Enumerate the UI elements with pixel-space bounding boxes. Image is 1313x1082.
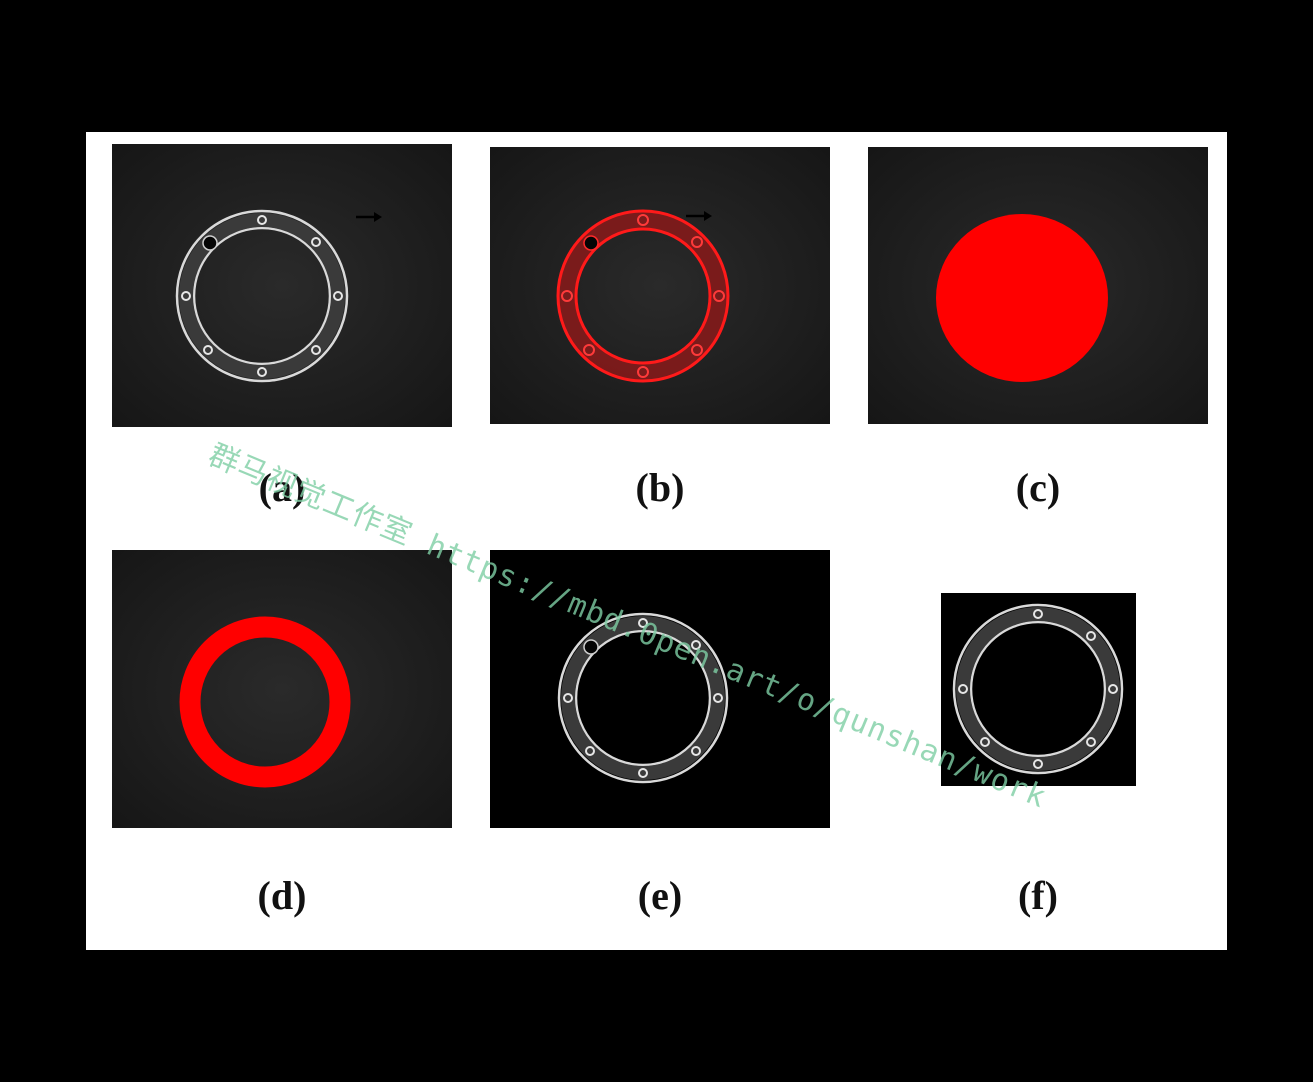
panel-a-original-image [112,144,452,427]
red-disc [936,214,1108,382]
caption-c: (c) [978,466,1098,510]
caption-b: (b) [600,466,720,510]
panel-c-disc-mask [868,147,1208,424]
caption-d: (d) [222,874,342,918]
figure-sheet: (a) (b) (c) (d) (e) (f) [86,132,1227,950]
caption-f: (f) [978,874,1098,918]
panel-b-detection-overlay [490,147,830,424]
caption-e: (e) [600,874,720,918]
panel-d-annulus-mask [112,550,452,828]
